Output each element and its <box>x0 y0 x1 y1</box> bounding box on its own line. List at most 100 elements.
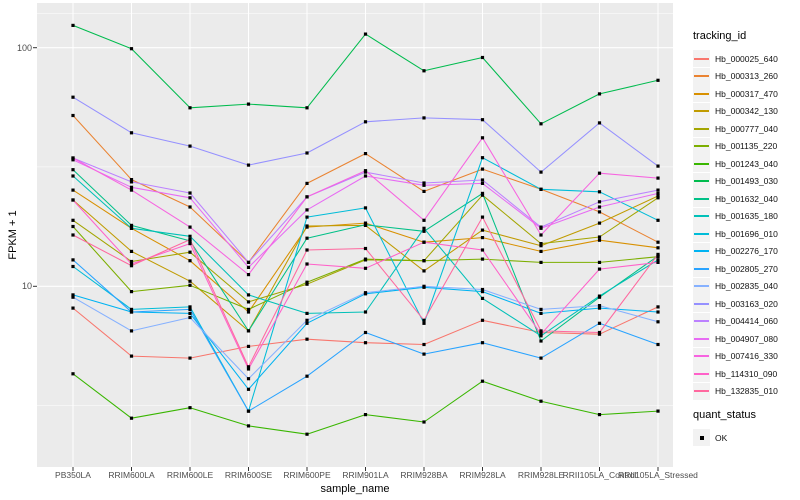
legend-key <box>693 347 710 365</box>
legend-key <box>693 102 710 120</box>
data-point <box>71 95 75 99</box>
data-point <box>188 315 192 320</box>
data-point <box>656 258 660 262</box>
legend-item: Hb_004907_080 <box>693 330 799 348</box>
data-point <box>188 356 192 360</box>
data-point <box>597 92 602 96</box>
legend-key <box>693 242 710 260</box>
legend-item: Hb_001243_040 <box>693 155 799 173</box>
data-point <box>363 221 368 225</box>
data-point <box>480 257 485 261</box>
data-point <box>539 329 543 333</box>
data-point <box>188 305 192 309</box>
data-point <box>71 372 75 376</box>
square-point-marker-icon <box>699 435 704 440</box>
data-point <box>246 307 251 311</box>
data-point <box>129 262 134 266</box>
data-point <box>597 121 602 125</box>
line-swatch-icon <box>694 75 709 78</box>
data-point <box>305 318 309 322</box>
data-point <box>188 242 192 246</box>
x-tick-label: RRIM901LA <box>342 470 389 480</box>
data-point <box>480 191 485 195</box>
data-point <box>480 167 485 171</box>
data-point <box>539 260 543 264</box>
data-point <box>480 193 485 197</box>
data-point <box>422 318 426 322</box>
data-point <box>597 304 602 308</box>
x-tick-label: RRIM600LE <box>166 470 214 480</box>
data-point <box>71 158 75 162</box>
data-point <box>305 311 309 315</box>
line-swatch-icon <box>694 320 709 323</box>
legend-item-label: Hb_000317_470 <box>715 88 778 99</box>
data-point <box>129 354 134 358</box>
data-point <box>188 250 192 254</box>
x-tick-label: RRIM928BA <box>400 470 448 480</box>
legend-key <box>693 172 710 190</box>
data-point <box>129 178 134 182</box>
data-point <box>656 218 660 222</box>
data-point <box>246 367 251 371</box>
data-point <box>363 169 368 173</box>
legend-item: Hb_000025_640 <box>693 50 799 68</box>
legend-key <box>693 295 710 313</box>
data-point <box>656 164 660 168</box>
y-tick-label-100: 100 <box>16 43 32 53</box>
data-point <box>129 185 134 189</box>
data-point <box>480 236 485 240</box>
data-point <box>129 188 134 192</box>
data-point <box>480 287 485 292</box>
data-point <box>305 282 309 286</box>
legend-item: Hb_001493_030 <box>693 172 799 191</box>
line-swatch-icon <box>694 267 709 270</box>
data-point <box>188 279 192 283</box>
data-point <box>597 200 602 204</box>
data-point <box>305 215 309 219</box>
line-swatch-icon <box>694 92 709 95</box>
x-tick-label: RRIM928LA <box>459 470 506 480</box>
data-point <box>656 196 660 200</box>
data-point <box>246 424 251 428</box>
data-point <box>188 307 192 311</box>
legend-key-ok <box>693 429 710 447</box>
line-swatch-icon <box>694 180 709 183</box>
line-swatch-icon <box>694 145 709 148</box>
data-point <box>656 188 660 192</box>
legend-item-label: Hb_000342_130 <box>715 106 778 117</box>
data-point <box>188 196 192 200</box>
data-point <box>480 181 485 185</box>
data-point <box>539 356 543 360</box>
x-tick-label: RRIM600LA <box>108 470 155 480</box>
data-point <box>422 218 426 222</box>
data-point <box>363 174 368 178</box>
data-points <box>71 23 660 436</box>
x-tick-label: RRII105LA_Stressed <box>618 470 698 480</box>
data-point <box>597 205 602 209</box>
data-point <box>129 47 134 51</box>
data-point <box>71 258 75 262</box>
line-swatch-icon <box>694 355 709 358</box>
data-point <box>305 151 309 155</box>
line-swatch-icon <box>694 215 709 218</box>
data-point <box>422 181 426 185</box>
legend-item-label: Hb_003163_020 <box>715 298 778 309</box>
data-point <box>597 190 602 194</box>
data-point <box>597 221 602 225</box>
line-swatch-icon <box>694 250 709 253</box>
data-point <box>246 260 251 264</box>
data-point <box>188 238 192 242</box>
data-point <box>188 259 192 263</box>
data-point <box>305 337 309 341</box>
data-point <box>597 330 602 335</box>
data-point <box>71 198 75 202</box>
data-point <box>656 240 660 244</box>
legend-item-label: Hb_001635_180 <box>715 211 778 222</box>
data-point <box>363 223 368 227</box>
legend-item-label: Hb_132835_010 <box>715 386 778 397</box>
legend-item: Hb_001135_220 <box>693 137 799 156</box>
data-point <box>129 264 134 268</box>
data-point <box>480 178 485 182</box>
data-point <box>539 307 543 311</box>
